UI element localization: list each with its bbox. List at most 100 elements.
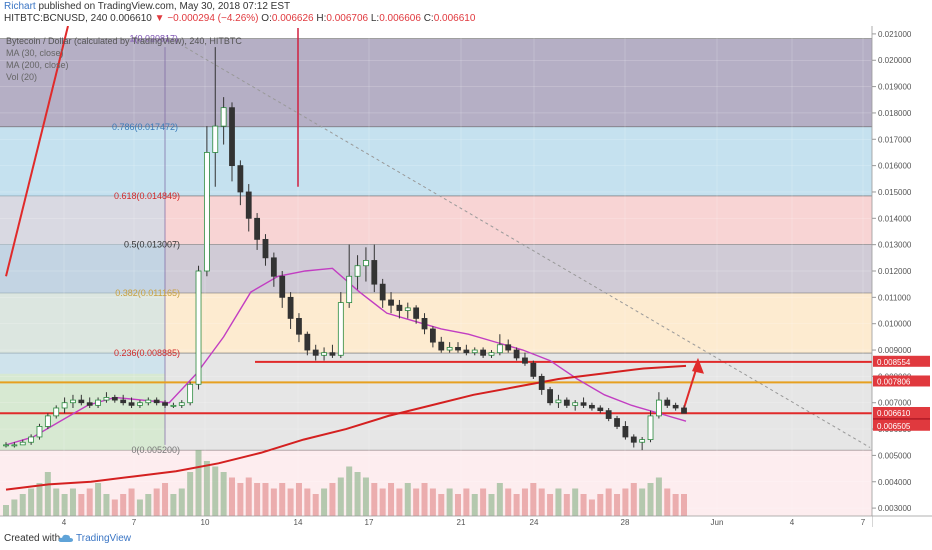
candle-body: [530, 362, 537, 377]
candle-body: [672, 404, 679, 409]
volume-bar: [86, 488, 93, 516]
volume-bar: [429, 488, 436, 516]
volume-bar: [69, 488, 76, 516]
volume-bar: [128, 488, 135, 516]
x-tick-label: 24: [530, 518, 539, 527]
volume-bar: [639, 488, 646, 516]
y-tick-label: 0.017000: [878, 135, 912, 144]
volume-bar: [346, 466, 353, 516]
candle-body: [622, 426, 629, 438]
candle-body: [471, 349, 478, 354]
x-tick-label: 4: [62, 518, 67, 527]
symbol-label: HITBTC:BCNUSD, 240: [4, 13, 108, 24]
candle-body: [178, 402, 185, 406]
volume-bar: [480, 488, 487, 516]
candle-body: [262, 238, 269, 259]
candle-body: [580, 402, 587, 406]
candle-body: [170, 404, 177, 407]
volume-bar: [203, 461, 210, 516]
candle-body: [19, 441, 26, 446]
candle-body: [321, 352, 327, 356]
volume-bar: [463, 488, 470, 516]
volume-bar: [136, 499, 143, 516]
price-change: −0.000294 (−4.26%): [167, 13, 259, 24]
candle-body: [95, 399, 101, 406]
candle-body: [44, 415, 51, 427]
x-tick-label: 10: [201, 518, 210, 527]
candle-body: [354, 265, 361, 277]
green-zone: [0, 373, 165, 451]
candlesticks: [3, 47, 687, 451]
y-tick-label: 0.007000: [878, 399, 912, 408]
candle-body: [639, 439, 646, 443]
price-axis[interactable]: 0.021000 0.020000 0.019000 0.018000 0.017000…: [871, 26, 932, 527]
drawing-overlays: [0, 26, 872, 448]
legend-vol[interactable]: Vol (20): [6, 72, 37, 82]
close-value: 0.006610: [433, 13, 476, 24]
y-tick-label: 0.004000: [878, 478, 912, 487]
volume-bar: [572, 488, 579, 516]
legend-ma30[interactable]: MA (30, close): [6, 48, 64, 58]
volume-bar: [120, 494, 127, 516]
volume-bar: [379, 488, 386, 516]
y-tick-label: 0.011000: [878, 293, 911, 302]
legend-ma200[interactable]: MA (200, close): [6, 60, 69, 70]
volume-bar: [312, 494, 319, 516]
legend-title: Bytecoin / Dollar (calculated by Trading…: [6, 36, 242, 46]
volume-bar: [53, 488, 60, 516]
candle-body: [446, 346, 453, 351]
volume-bar: [605, 488, 612, 516]
volume-bar: [471, 494, 478, 516]
fib-label-0: 1(0.020817): [129, 34, 178, 44]
fib-band-3: [0, 244, 872, 293]
fib-level-labels: 1(0.020817) 0.786(0.017472) 0.618(0.014849…: [112, 34, 180, 455]
candle-body: [480, 349, 487, 356]
candle-body: [589, 404, 595, 409]
author-link[interactable]: Richart: [4, 1, 36, 12]
price-tag: 0.006610: [877, 409, 911, 418]
dashed-trend-line: [184, 46, 871, 448]
fib-label-1: 0.786(0.017472): [112, 122, 178, 132]
candle-body: [145, 399, 152, 404]
candle-body: [630, 436, 637, 443]
volume-bar: [254, 483, 261, 516]
candle-body: [421, 318, 428, 330]
fib-band-2: [0, 195, 872, 245]
trend-line-up: [5, 26, 69, 277]
x-tick-label: 4: [790, 518, 795, 527]
candle-body: [488, 352, 495, 356]
fib-label-6: 0(0.005200): [131, 445, 180, 455]
price-tag-bg: [873, 375, 930, 387]
high-value: 0.006706: [326, 13, 369, 24]
volume-bar: [421, 483, 428, 516]
volume-bar: [44, 472, 51, 516]
price-tag-bg: [873, 419, 930, 431]
created-with-text: Created with: [4, 533, 61, 544]
quote-line: HITBTC:BCNUSD, 240 0.006610 ▼ −0.000294 …: [4, 13, 475, 24]
volume-bar: [178, 488, 185, 516]
price-tag-bg: [873, 406, 930, 418]
volume-bar: [538, 488, 545, 516]
fib-band-4: [0, 292, 872, 354]
tradingview-brand[interactable]: TradingView: [76, 533, 132, 544]
candle-body: [388, 299, 394, 306]
candle-body: [404, 307, 411, 311]
volume-bar: [270, 488, 277, 516]
price-chart[interactable]: 1(0.020817) 0.786(0.017472) 0.618(0.014849…: [0, 26, 932, 527]
candle-body: [605, 410, 612, 419]
candle-body: [61, 402, 68, 409]
time-axis[interactable]: 4 7 10 14 17 21 24 28 Jun 4 7: [0, 515, 932, 527]
candle-body: [413, 307, 420, 319]
volume-bar: [61, 494, 68, 516]
volume-bar: [513, 494, 520, 516]
volume-bar: [396, 488, 403, 516]
tradingview-cloud-icon: [58, 534, 73, 542]
chart-grid: [0, 26, 872, 516]
candle-body: [78, 399, 85, 404]
candle-body: [137, 402, 143, 406]
y-tick-label: 0.015000: [878, 188, 912, 197]
candle-body: [187, 383, 194, 404]
candle-body: [429, 328, 436, 343]
candle-body: [455, 346, 461, 351]
volume-bar: [36, 483, 43, 516]
